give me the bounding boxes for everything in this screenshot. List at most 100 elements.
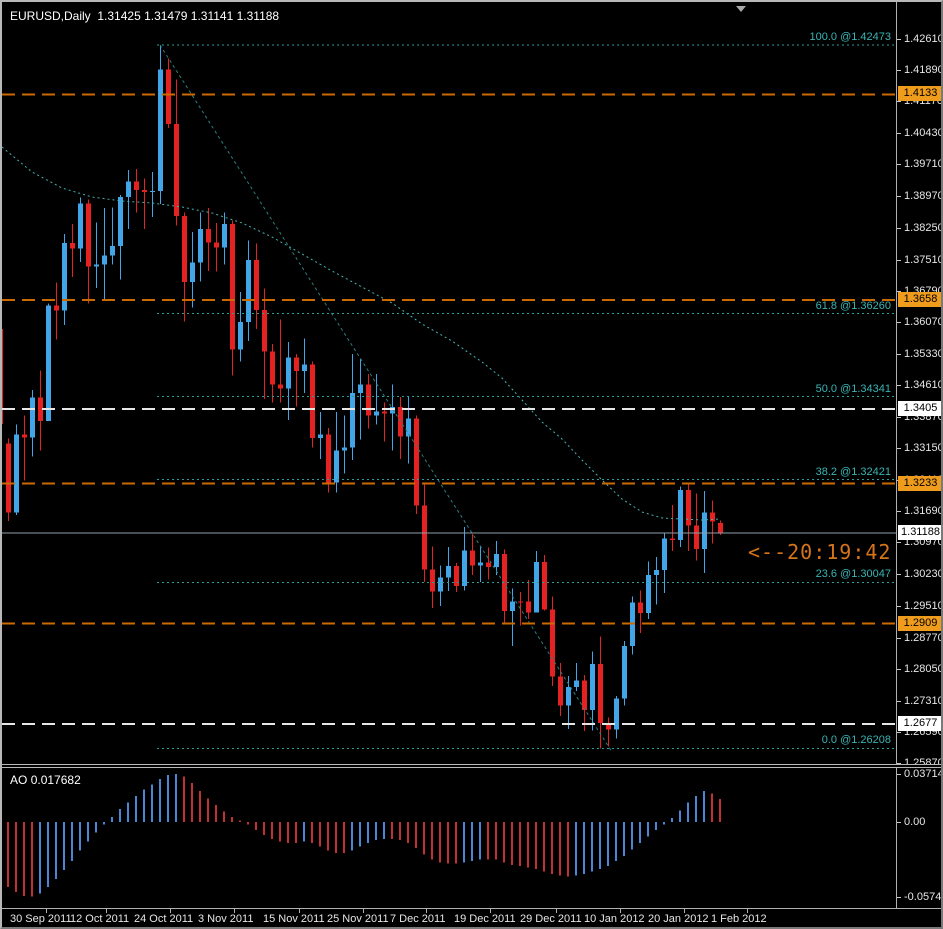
price-axis-label: 1.41890 — [904, 64, 943, 77]
candle-bear — [326, 434, 331, 483]
candle-bear — [86, 203, 91, 267]
price-axis-label: 1.25870 — [904, 757, 943, 769]
ao-bar-down — [527, 822, 529, 868]
price-pane[interactable]: 100.0 @1.42473 61.8 @1.36260 50.0 @1.34341… — [2, 2, 896, 764]
date-tick — [234, 909, 235, 913]
candle-bear — [718, 522, 723, 534]
candle-bull — [318, 434, 323, 438]
ao-bar-down — [231, 816, 233, 822]
candle-bear — [310, 364, 315, 438]
candle-bear — [582, 680, 587, 711]
ao-bar-up — [639, 822, 641, 843]
ohlc-readout: EURUSD,Daily 1.31425 1.31479 1.31141 1.3… — [10, 9, 279, 23]
candle-bear — [174, 123, 179, 216]
candle-bull — [622, 645, 627, 699]
chart-shift-marker-icon[interactable] — [736, 6, 746, 12]
ao-bar-up — [375, 822, 377, 841]
candle-bull — [126, 181, 131, 197]
candle-bear — [294, 357, 299, 372]
ao-bar-down — [7, 822, 9, 887]
ao-bar-up — [671, 818, 673, 822]
ao-chart-canvas[interactable] — [2, 768, 896, 908]
date-tick — [426, 909, 427, 913]
date-tick — [490, 909, 491, 913]
price-axis-tick — [897, 39, 901, 40]
pane-splitter[interactable] — [2, 764, 941, 768]
date-label: 19 Dec 2011 — [454, 913, 516, 925]
ao-bar-up — [79, 822, 81, 851]
candle-bull — [494, 554, 499, 568]
price-axis-tick — [897, 164, 901, 166]
ao-bar-down — [391, 822, 393, 839]
price-axis[interactable]: 1.426101.418901.411701.404301.397101.389… — [896, 2, 943, 908]
candle-bull — [286, 357, 291, 389]
candle-bear — [550, 609, 555, 677]
price-axis-label: 1.40430 — [904, 127, 943, 140]
candle-bear — [486, 562, 491, 568]
ao-bar-up — [87, 822, 89, 842]
ao-bar-down — [295, 822, 297, 843]
ao-bar-up — [623, 822, 625, 856]
price-axis-tick — [897, 321, 901, 323]
ao-bar-up — [463, 822, 465, 863]
date-label: 15 Nov 2011 — [263, 913, 325, 925]
candle-bull — [110, 246, 115, 256]
ao-bar-down — [247, 822, 249, 825]
fib-level-label: 0.0 @1.26208 — [821, 734, 891, 747]
ao-bar-up — [591, 822, 593, 872]
candle-bull — [102, 255, 107, 265]
fib-level-label: 61.8 @1.36260 — [815, 299, 891, 312]
candle-bull — [222, 224, 227, 248]
candle-bear — [382, 411, 387, 414]
candle-bull — [534, 561, 539, 613]
date-label: 30 Sep 2011 — [10, 913, 72, 925]
price-chart-canvas[interactable] — [2, 2, 896, 764]
price-axis-tick — [897, 637, 901, 639]
candle-bull — [14, 434, 19, 513]
ao-value-label: 0.017682 — [30, 773, 81, 787]
price-axis-label: 1.42610 — [904, 33, 943, 45]
ao-bar-up — [111, 816, 113, 822]
price-axis-label: 1.37510 — [904, 253, 943, 266]
price-axis-label: 1.38250 — [904, 221, 943, 234]
ao-bar-up — [647, 822, 649, 837]
candle-bull — [30, 397, 35, 438]
candle-bull — [590, 663, 595, 711]
candle-bull — [190, 262, 195, 283]
ao-bar-up — [583, 822, 585, 874]
ao-bar-up — [615, 822, 617, 861]
candle-bull — [238, 321, 243, 350]
time-axis[interactable]: 30 Sep 2011 12 Oct 2011 24 Oct 2011 3 Nov 2… — [2, 908, 941, 927]
white-price-badge: 1.2677 — [898, 716, 941, 732]
date-tick — [170, 909, 171, 913]
candle-bull — [654, 570, 659, 575]
ao-bar-down — [543, 822, 545, 872]
moving-average-line — [2, 146, 721, 521]
ao-bar-down — [15, 822, 17, 893]
date-label: 10 Jan 2012 — [584, 913, 645, 925]
ao-bar-up — [103, 822, 105, 825]
date-label: 24 Oct 2011 — [134, 913, 194, 925]
ao-bar-up — [695, 796, 697, 822]
date-tick — [556, 909, 557, 913]
orange-price-badge: 1.4133 — [898, 86, 941, 102]
price-axis-tick — [897, 605, 901, 607]
ao-bar-down — [423, 822, 425, 855]
candle-bear — [430, 569, 435, 592]
candle-bear — [262, 310, 267, 352]
ao-bar-up — [119, 809, 121, 822]
candle-bull — [374, 411, 379, 416]
countdown-annotation: <--20:19:42 — [748, 540, 892, 564]
ao-indicator-pane[interactable]: AO 0.017682 — [2, 768, 896, 908]
orange-price-badge: 1.3233 — [898, 475, 941, 491]
fib-level-label: 23.6 @1.30047 — [815, 568, 891, 581]
candles-group — [2, 45, 723, 749]
ao-bar-down — [495, 822, 497, 860]
ao-bar-up — [607, 822, 609, 867]
candle-bull — [350, 393, 355, 448]
price-axis-label: 1.26590 — [904, 725, 943, 738]
ao-bar-down — [207, 798, 209, 822]
candle-bull — [510, 601, 515, 612]
ao-bar-down — [447, 822, 449, 864]
ao-bar-up — [703, 790, 705, 822]
